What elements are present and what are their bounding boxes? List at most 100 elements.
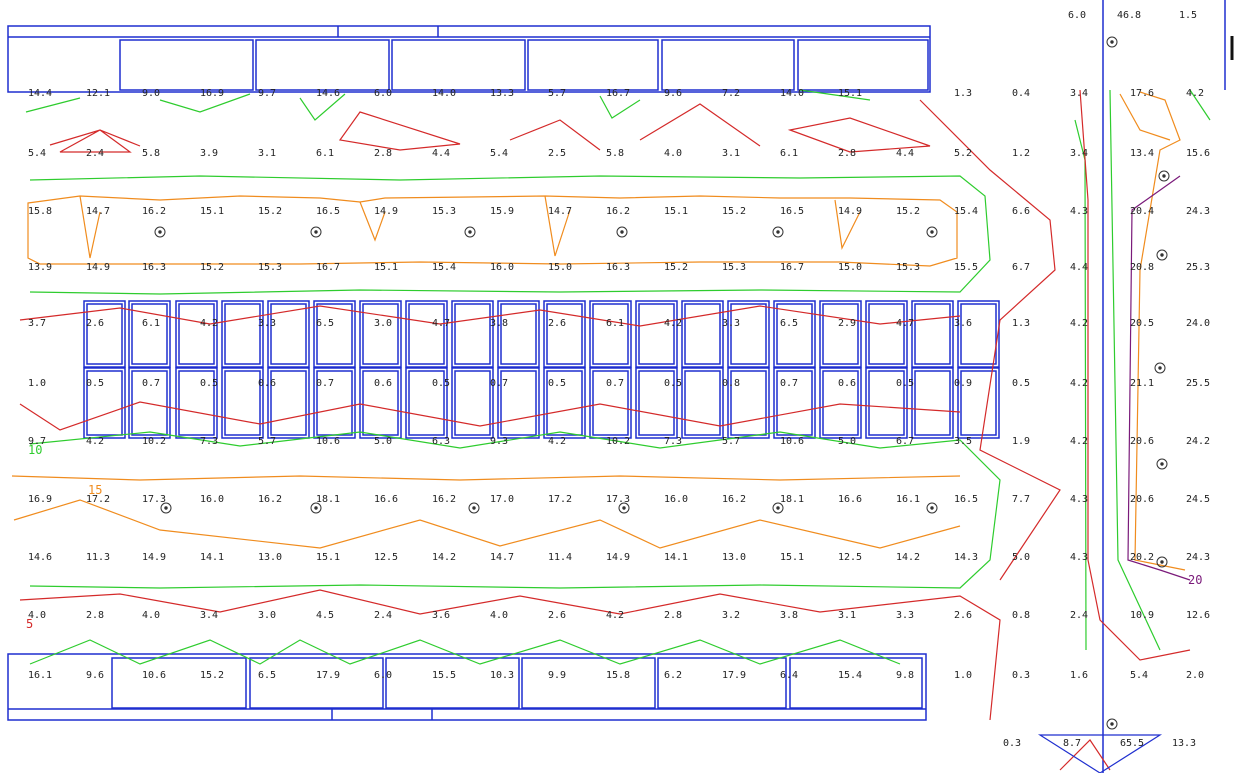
grid-value: 6.7 bbox=[896, 436, 914, 447]
grid-value: 0.7 bbox=[606, 378, 624, 389]
grid-value: 20.5 bbox=[1130, 318, 1154, 329]
grid-value: 15.1 bbox=[664, 206, 688, 217]
grid-value: 2.6 bbox=[548, 318, 566, 329]
grid-value: 15.6 bbox=[1186, 148, 1210, 159]
middle-fixture-inner bbox=[86, 370, 123, 436]
grid-value: 17.0 bbox=[490, 494, 514, 505]
grid-value: 9.6 bbox=[664, 88, 682, 99]
grid-value: 16.2 bbox=[432, 494, 456, 505]
grid-value: 24.3 bbox=[1186, 206, 1210, 217]
contour-label-10: 10 bbox=[28, 443, 42, 457]
middle-fixture-inner bbox=[592, 303, 629, 365]
grid-value: 25.3 bbox=[1186, 262, 1210, 273]
grid-value: 5.7 bbox=[722, 436, 740, 447]
grid-value: 17.9 bbox=[722, 670, 746, 681]
middle-fixture-inner bbox=[822, 370, 859, 436]
middle-fixture-inner bbox=[776, 303, 813, 365]
grid-value: 3.6 bbox=[954, 318, 972, 329]
grid-value: 4.7 bbox=[432, 318, 450, 329]
grid-value: 2.8 bbox=[664, 610, 682, 621]
grid-value: 4.0 bbox=[142, 610, 160, 621]
luminaire-center bbox=[468, 230, 472, 234]
grid-value: 1.2 bbox=[1012, 148, 1030, 159]
grid-value: 20.6 bbox=[1130, 494, 1154, 505]
middle-fixture bbox=[128, 300, 171, 368]
grid-value: 1.9 bbox=[1012, 436, 1030, 447]
contour-line-10 bbox=[29, 431, 1001, 589]
middle-fixture-inner bbox=[776, 370, 813, 436]
middle-fixture bbox=[681, 300, 724, 368]
contour-label-20: 20 bbox=[1188, 573, 1202, 587]
top-fixture bbox=[255, 39, 390, 91]
luminaire-symbol bbox=[618, 502, 630, 514]
middle-fixture bbox=[313, 367, 356, 439]
grid-value: 17.9 bbox=[316, 670, 340, 681]
grid-value: 20.8 bbox=[1130, 262, 1154, 273]
luminaire-center bbox=[314, 506, 318, 510]
grid-value: 5.8 bbox=[606, 148, 624, 159]
grid-value: 15.8 bbox=[606, 670, 630, 681]
luminaire-symbol bbox=[1106, 36, 1118, 48]
grid-value: 3.0 bbox=[374, 318, 392, 329]
grid-value: 24.2 bbox=[1186, 436, 1210, 447]
grid-value: 9.7 bbox=[258, 88, 276, 99]
grid-value: 14.2 bbox=[432, 552, 456, 563]
middle-fixture bbox=[819, 300, 862, 368]
grid-value: 5.0 bbox=[838, 436, 856, 447]
grid-value: 3.8 bbox=[490, 318, 508, 329]
grid-value: 6.0 bbox=[374, 88, 392, 99]
grid-value: 14.7 bbox=[490, 552, 514, 563]
grid-value: 10.6 bbox=[316, 436, 340, 447]
top-fixture bbox=[119, 39, 254, 91]
grid-value: 0.9 bbox=[954, 378, 972, 389]
contour-line-10 bbox=[1074, 89, 1211, 651]
grid-value: 14.0 bbox=[780, 88, 804, 99]
middle-fixture bbox=[497, 300, 540, 368]
middle-fixture-inner bbox=[178, 370, 215, 436]
grid-value: 13.3 bbox=[490, 88, 514, 99]
middle-fixture bbox=[497, 367, 540, 439]
middle-fixture-inner bbox=[822, 303, 859, 365]
illuminance-grid: 14.4 12.1 9.0 16.9 9.7 14.6 6.0 14.0 13.3 5.7 16.7… bbox=[28, 88, 1210, 681]
grid-value: 4.4 bbox=[896, 148, 914, 159]
grid-value: 5.2 bbox=[954, 148, 972, 159]
grid-value: 14.9 bbox=[838, 206, 862, 217]
middle-fixture bbox=[359, 300, 402, 368]
luminaire-center bbox=[620, 230, 624, 234]
contour-line-5 bbox=[49, 103, 931, 153]
grid-value: 24.3 bbox=[1186, 552, 1210, 563]
middle-fixture bbox=[957, 367, 1000, 439]
grid-value: 46.8 bbox=[1117, 10, 1141, 21]
grid-value: 3.1 bbox=[838, 610, 856, 621]
grid-value: 0.6 bbox=[374, 378, 392, 389]
grid-value: 6.3 bbox=[432, 436, 450, 447]
middle-fixture-inner bbox=[131, 303, 168, 365]
grid-value: 4.4 bbox=[432, 148, 450, 159]
grid-value: 20.4 bbox=[1130, 206, 1154, 217]
grid-value: 4.7 bbox=[896, 318, 914, 329]
grid-value: 14.1 bbox=[200, 552, 224, 563]
grid-value: 5.7 bbox=[258, 436, 276, 447]
grid-value: 15.0 bbox=[548, 262, 572, 273]
middle-fixture-inner bbox=[684, 303, 721, 365]
grid-value: 14.7 bbox=[86, 206, 110, 217]
luminaire-center bbox=[314, 230, 318, 234]
grid-value: 5.0 bbox=[1012, 552, 1030, 563]
grid-value: 12.5 bbox=[838, 552, 862, 563]
grid-value: 0.6 bbox=[258, 378, 276, 389]
grid-value: 4.2 bbox=[1186, 88, 1204, 99]
grid-value: 6.5 bbox=[316, 318, 334, 329]
grid-value: 0.5 bbox=[86, 378, 104, 389]
grid-value: 15.4 bbox=[838, 670, 862, 681]
grid-value: 0.5 bbox=[200, 378, 218, 389]
middle-fixture-inner bbox=[638, 303, 675, 365]
grid-value: 10.6 bbox=[780, 436, 804, 447]
contour-line-15 bbox=[79, 195, 861, 259]
top-fixture-frame bbox=[7, 25, 931, 93]
grid-value: 7.2 bbox=[722, 88, 740, 99]
grid-value: 17.2 bbox=[548, 494, 572, 505]
grid-value: 13.0 bbox=[722, 552, 746, 563]
middle-fixture-row bbox=[83, 300, 1000, 439]
middle-fixture-inner bbox=[546, 303, 583, 365]
grid-value: 5.4 bbox=[28, 148, 46, 159]
